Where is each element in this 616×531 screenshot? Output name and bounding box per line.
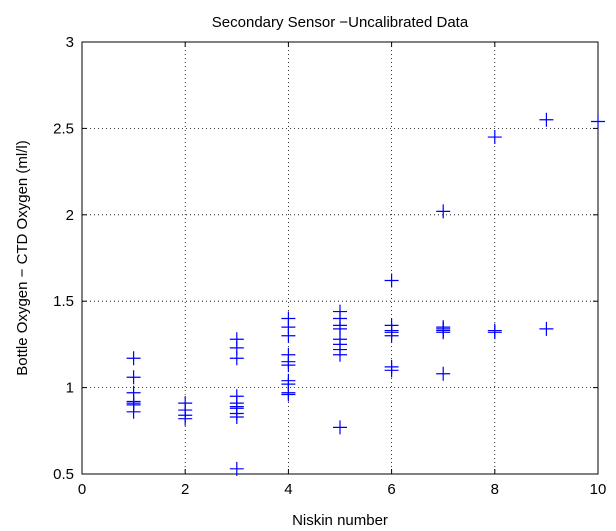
data-point xyxy=(436,204,451,219)
data-point xyxy=(178,411,193,426)
x-tick-label: 6 xyxy=(387,481,395,498)
x-tick-label: 2 xyxy=(181,481,189,498)
y-tick-label: 1.5 xyxy=(53,293,74,310)
y-tick-label: 1 xyxy=(66,380,74,397)
data-point xyxy=(384,273,399,288)
data-point xyxy=(539,112,554,127)
x-tick-label: 0 xyxy=(78,481,86,498)
data-point xyxy=(487,325,502,340)
data-point xyxy=(384,363,399,378)
x-tick-label: 10 xyxy=(590,481,607,498)
data-point xyxy=(436,366,451,381)
x-tick-label: 8 xyxy=(491,481,499,498)
plot-axes xyxy=(81,41,599,475)
data-point xyxy=(281,328,296,343)
plot-frame xyxy=(81,41,599,475)
data-point xyxy=(384,328,399,343)
y-tick-label: 3 xyxy=(66,34,74,51)
data-point xyxy=(229,461,244,476)
data-point xyxy=(126,351,141,366)
x-tick-label: 4 xyxy=(284,481,292,498)
data-point xyxy=(126,370,141,385)
data-point xyxy=(229,351,244,366)
x-axis-title: Niskin number xyxy=(292,512,388,529)
data-point xyxy=(281,387,296,402)
data-point xyxy=(591,114,605,129)
y-tick-label: 2.5 xyxy=(53,120,74,137)
y-tick-label: 2 xyxy=(66,207,74,224)
chart-title: Secondary Sensor −Uncalibrated Data xyxy=(212,14,469,31)
data-point xyxy=(333,347,347,362)
data-point xyxy=(281,358,296,373)
data-point xyxy=(436,325,451,340)
data-point xyxy=(487,130,502,145)
tick-labels: 0 2 4 6 8 10 0.5 1 1.5 2 2.5 3 xyxy=(53,34,606,498)
data-point xyxy=(539,321,554,336)
grid-lines xyxy=(82,42,598,474)
y-tick-label: 0.5 xyxy=(53,466,74,483)
data-point xyxy=(229,409,244,424)
y-axis-title: Bottle Oxygen − CTD Oxygen (ml/l) xyxy=(14,140,31,376)
data-point xyxy=(333,420,347,435)
data-markers xyxy=(126,112,605,476)
data-point xyxy=(126,404,141,419)
